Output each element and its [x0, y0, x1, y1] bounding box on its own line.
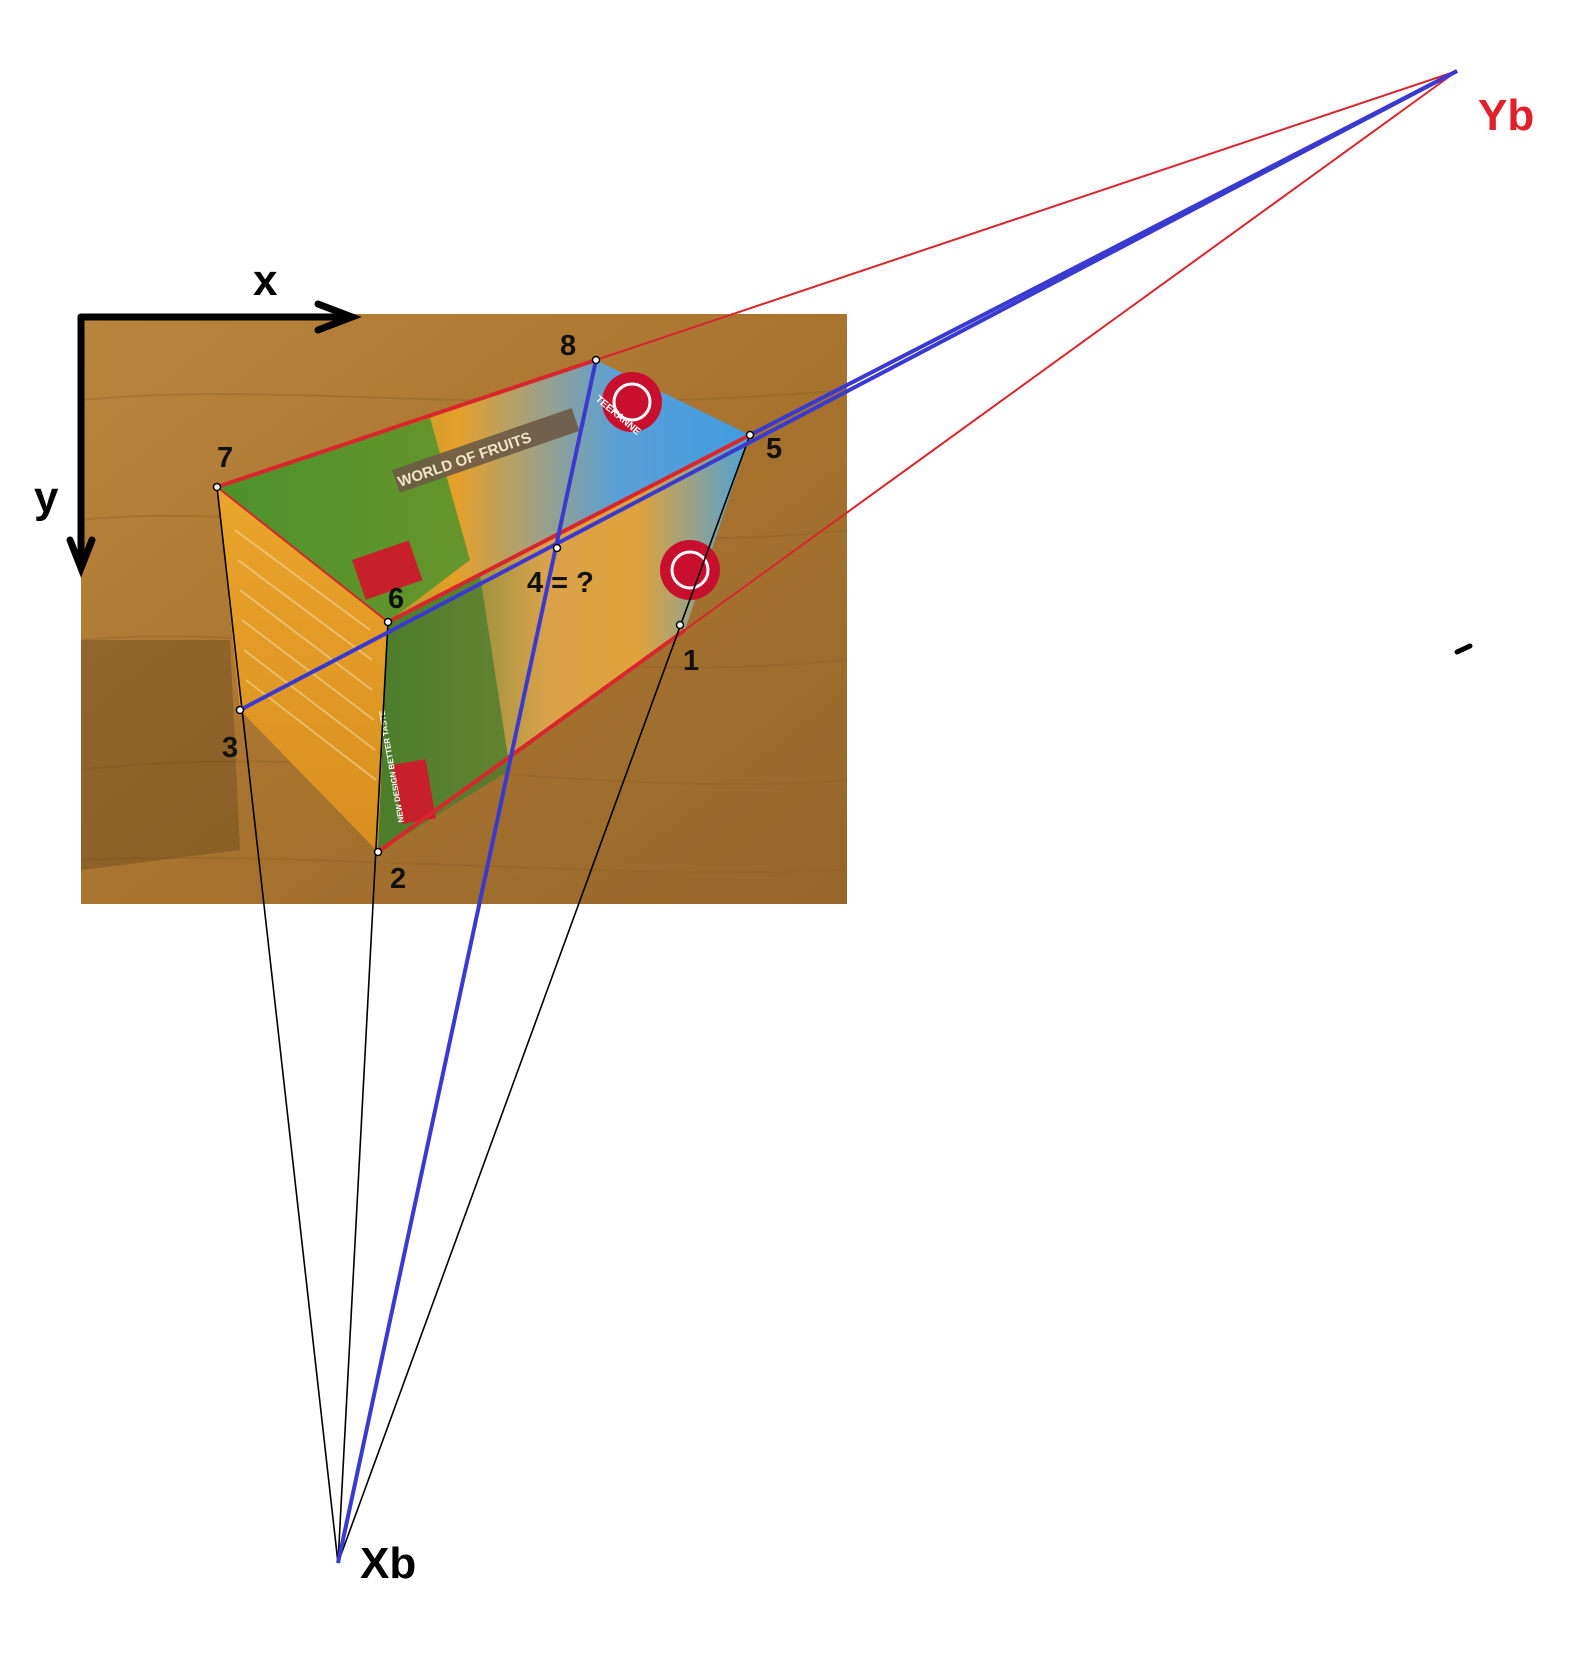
point-label-5: 5 [766, 433, 782, 465]
black-line-7-xb [216, 486, 339, 1564]
box-side-face [217, 487, 388, 852]
red-line-8-yb [595, 70, 1458, 361]
brand-logo-front [660, 540, 720, 600]
y-axis-arrow [66, 536, 96, 578]
box-top-banner [392, 408, 580, 493]
marker-2 [373, 847, 383, 857]
box-front-badge [392, 759, 436, 825]
vanishing-point-xb-label: Xb [360, 1539, 416, 1588]
red-line-7-6 [216, 486, 389, 623]
vanishing-point-yb-label: Yb [1478, 91, 1534, 140]
point-markers [212, 355, 755, 857]
point-label-6: 6 [388, 583, 404, 615]
point-label-8: 8 [560, 330, 576, 362]
red-edges-thick [216, 358, 751, 854]
marker-7 [212, 482, 222, 492]
black-line-6-xb [337, 621, 389, 1564]
blue-line-5-yb [749, 69, 1458, 437]
blue-lines [239, 69, 1458, 1564]
box-top-badge [352, 540, 423, 600]
box-shadow [81, 640, 240, 870]
marker-3 [235, 705, 245, 715]
point-label-4: 4 = ? [527, 567, 594, 599]
point-label-2: 2 [390, 863, 406, 895]
blue-line-8-xb [336, 359, 598, 1564]
x-axis-label: x [253, 256, 278, 305]
point-label-3: 3 [222, 732, 238, 764]
marker-1 [675, 620, 685, 630]
x-axis-arrow [314, 300, 362, 334]
marker-4 [552, 543, 562, 553]
axes [66, 300, 362, 578]
box-side-text [234, 529, 377, 781]
marker-5 [745, 430, 755, 440]
point-label-7: 7 [217, 442, 233, 474]
photo: WORLD OF FRUITS TEEKANNE NEW DESIGN BETT… [80, 314, 848, 904]
marker-6 [383, 617, 393, 627]
y-axis-label: y [34, 473, 59, 522]
brand-logo-top [602, 372, 662, 432]
stray-mark [1454, 643, 1473, 655]
marker-8 [591, 355, 601, 365]
point-label-1: 1 [683, 645, 699, 677]
